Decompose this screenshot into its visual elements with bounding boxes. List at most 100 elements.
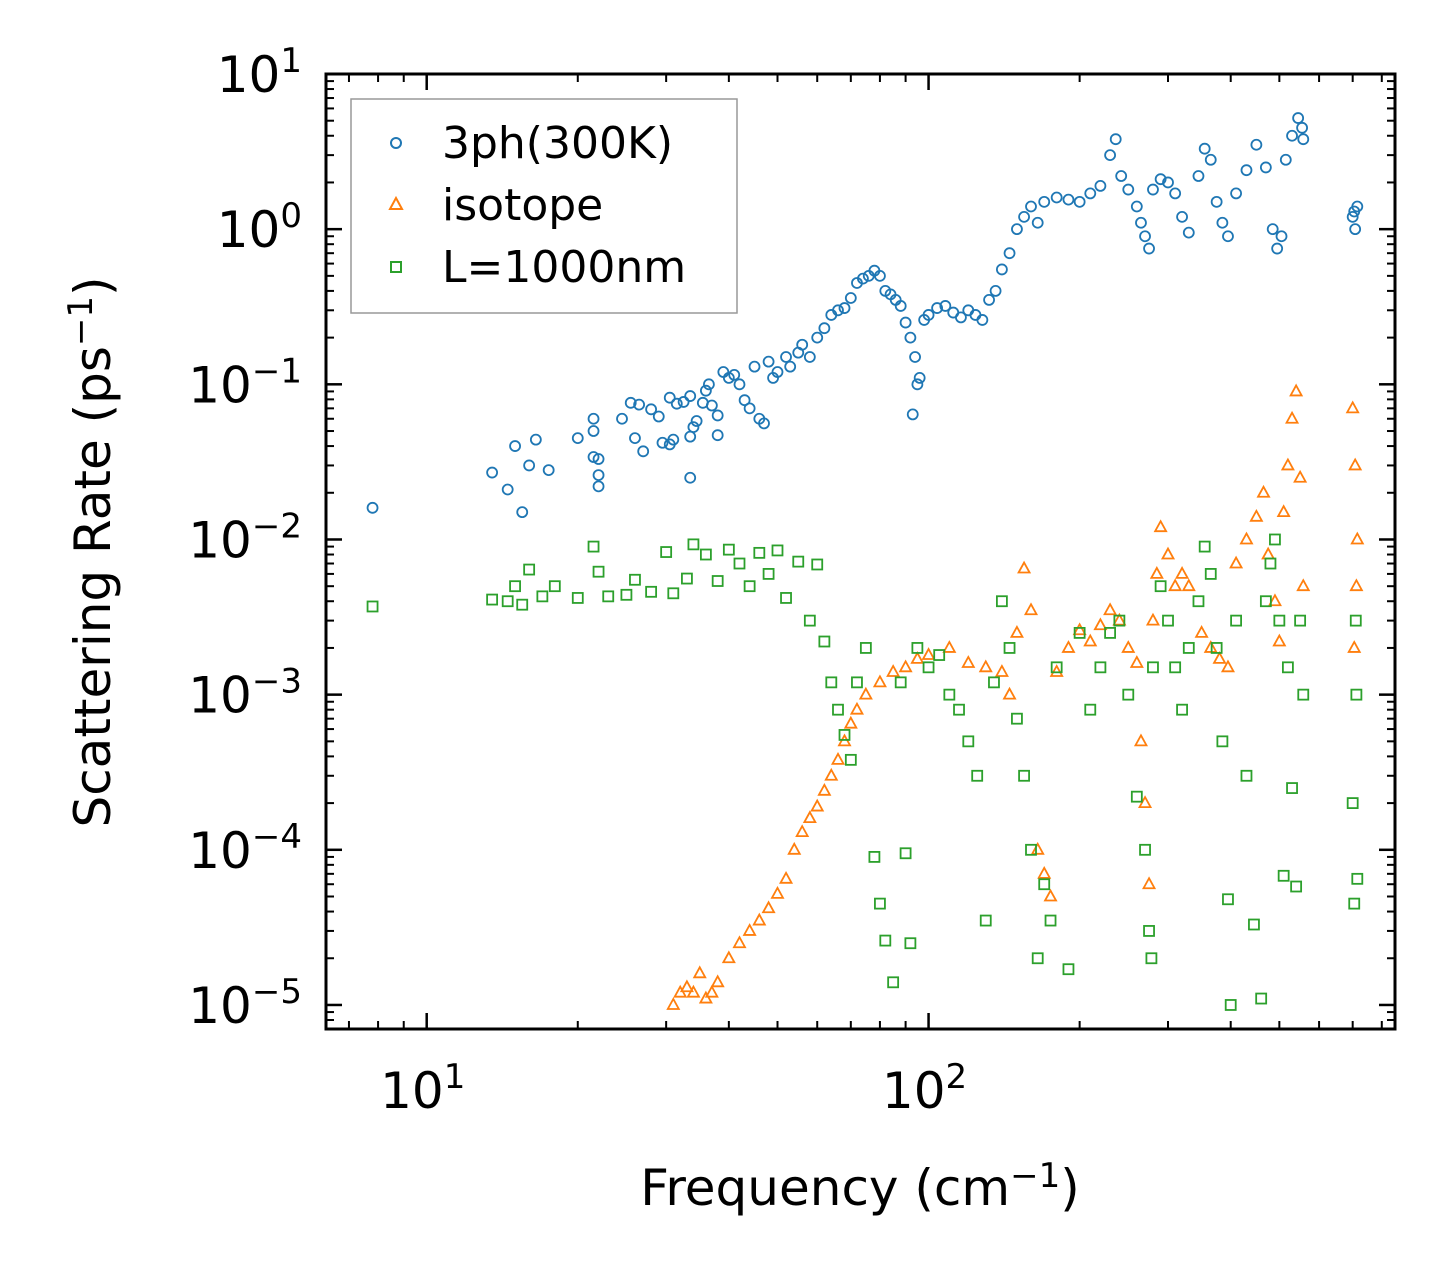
data-point — [1072, 622, 1087, 636]
data-point — [849, 701, 864, 715]
data-point — [803, 351, 816, 363]
data-point — [810, 798, 825, 812]
data-point — [761, 900, 776, 914]
data-point — [784, 360, 797, 373]
data-point — [679, 979, 694, 993]
data-point — [733, 378, 746, 391]
axes-frame — [324, 72, 1397, 1031]
data-point — [1204, 568, 1217, 580]
data-point — [1248, 918, 1260, 931]
data-point — [542, 464, 555, 477]
data-point — [684, 390, 697, 402]
data-point — [787, 841, 802, 855]
data-point — [548, 580, 561, 593]
data-point — [733, 557, 746, 570]
data-point — [1267, 593, 1282, 607]
data-point — [1181, 578, 1196, 592]
data-point — [721, 950, 736, 964]
data-point — [851, 676, 863, 689]
data-point — [1271, 242, 1284, 255]
tick-labels: 101 102 101 100 10−1 10−2 10−3 10−4 10−5 — [188, 41, 967, 1120]
data-point — [843, 715, 858, 729]
data-point — [921, 647, 936, 660]
data-point — [1103, 602, 1118, 616]
data-point — [1017, 560, 1032, 574]
data-point — [904, 331, 917, 344]
data-point — [909, 351, 921, 363]
data-point — [811, 558, 824, 571]
data-point — [1130, 200, 1143, 213]
data-point — [1031, 952, 1044, 965]
data-point — [1149, 566, 1164, 579]
data-point — [722, 543, 735, 556]
data-point — [486, 466, 499, 479]
data-point — [1269, 533, 1281, 546]
data-point — [818, 322, 831, 335]
data-point — [1037, 865, 1052, 879]
data-point — [1255, 992, 1268, 1005]
data-point — [904, 937, 917, 950]
data-point — [1281, 661, 1294, 674]
data-point — [1198, 142, 1211, 155]
data-point — [637, 445, 650, 458]
data-point — [1143, 925, 1155, 937]
data-point — [1239, 531, 1254, 545]
data-point — [838, 729, 851, 741]
data-point — [1192, 170, 1205, 182]
data-point — [1249, 508, 1264, 522]
data-point — [906, 408, 919, 421]
data-point — [629, 573, 641, 586]
data-point — [656, 436, 669, 449]
data-point — [620, 588, 633, 601]
data-point — [1038, 878, 1051, 891]
data-point — [1296, 578, 1311, 592]
data-point — [838, 302, 851, 314]
data-point — [830, 751, 846, 765]
data-point — [1094, 180, 1107, 192]
data-point — [629, 432, 641, 445]
data-point — [1130, 790, 1143, 803]
data-point — [743, 402, 756, 415]
data-point — [943, 688, 956, 701]
data-point — [931, 302, 944, 314]
data-point — [844, 753, 857, 766]
data-point — [858, 686, 873, 700]
data-point — [995, 595, 1008, 608]
data-point — [1348, 897, 1361, 910]
x-axis-label: Frequency (cm−1) — [640, 1156, 1080, 1217]
data-point — [1176, 703, 1188, 716]
legend-marker-l1000nm — [390, 261, 402, 273]
data-point — [899, 847, 912, 860]
data-point — [1176, 210, 1188, 223]
data-point — [592, 453, 605, 465]
data-point — [1129, 655, 1144, 668]
data-point — [1018, 769, 1030, 782]
data-point — [796, 338, 809, 351]
data-point — [699, 384, 712, 397]
data-point — [994, 664, 1009, 677]
data-point — [811, 331, 824, 344]
data-point — [677, 396, 690, 408]
data-point — [1292, 112, 1305, 124]
data-point — [961, 655, 976, 668]
data-point — [1210, 195, 1223, 208]
data-point — [670, 397, 683, 410]
data-point — [1160, 546, 1176, 560]
data-point — [753, 546, 766, 559]
data-point — [1286, 129, 1298, 142]
data-point — [1175, 566, 1190, 579]
data-point — [1112, 612, 1127, 626]
data-point — [624, 396, 637, 409]
data-point — [802, 810, 817, 824]
data-point — [818, 635, 831, 648]
data-point — [732, 935, 747, 949]
data-point — [1145, 952, 1158, 965]
data-point — [859, 642, 872, 654]
data-point — [872, 674, 887, 688]
data-point — [1023, 602, 1039, 616]
data-point — [717, 366, 730, 378]
data-point — [879, 934, 892, 947]
data-point — [1280, 457, 1295, 471]
data-point — [1230, 187, 1242, 200]
data-point — [660, 546, 673, 558]
